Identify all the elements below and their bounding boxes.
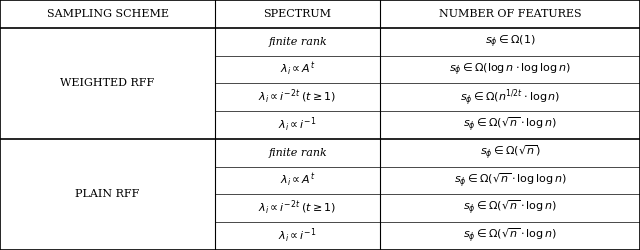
Text: $\lambda_i \propto i^{-2t}\; (t \geq 1)$: $\lambda_i \propto i^{-2t}\; (t \geq 1)$ xyxy=(259,199,337,218)
Text: $s_{\phi} \in \Omega(\sqrt{n} \cdot \log n)$: $s_{\phi} \in \Omega(\sqrt{n} \cdot \log… xyxy=(463,227,557,245)
Text: $\lambda_i \propto A^t$: $\lambda_i \propto A^t$ xyxy=(280,172,316,189)
Text: $\lambda_i \propto i^{-1}$: $\lambda_i \propto i^{-1}$ xyxy=(278,227,317,245)
Text: finite rank: finite rank xyxy=(268,37,327,47)
Text: $s_{\phi} \in \Omega(1)$: $s_{\phi} \in \Omega(1)$ xyxy=(484,34,536,50)
Text: WEIGHTED RFF: WEIGHTED RFF xyxy=(60,78,155,88)
Text: $s_{\phi} \in \Omega(n^{1/2t} \cdot \log n)$: $s_{\phi} \in \Omega(n^{1/2t} \cdot \log… xyxy=(460,87,560,108)
Text: SAMPLING SCHEME: SAMPLING SCHEME xyxy=(47,9,168,19)
Text: $\lambda_i \propto A^t$: $\lambda_i \propto A^t$ xyxy=(280,61,316,78)
Text: $s_{\phi} \in \Omega(\sqrt{n} \cdot \log \log n)$: $s_{\phi} \in \Omega(\sqrt{n} \cdot \log… xyxy=(454,172,566,190)
Text: PLAIN RFF: PLAIN RFF xyxy=(76,190,140,200)
Text: $\lambda_i \propto i^{-2t}\; (t \geq 1)$: $\lambda_i \propto i^{-2t}\; (t \geq 1)$ xyxy=(259,88,337,106)
Text: $s_{\phi} \in \Omega(\sqrt{n} \cdot \log n)$: $s_{\phi} \in \Omega(\sqrt{n} \cdot \log… xyxy=(463,116,557,134)
Text: NUMBER OF FEATURES: NUMBER OF FEATURES xyxy=(439,9,581,19)
Text: $s_{\phi} \in \Omega(\log n \cdot \log \log n)$: $s_{\phi} \in \Omega(\log n \cdot \log \… xyxy=(449,61,571,78)
Text: SPECTRUM: SPECTRUM xyxy=(264,9,332,19)
Text: $\lambda_i \propto i^{-1}$: $\lambda_i \propto i^{-1}$ xyxy=(278,116,317,134)
Text: $s_{\phi} \in \Omega(\sqrt{n} \cdot \log n)$: $s_{\phi} \in \Omega(\sqrt{n} \cdot \log… xyxy=(463,199,557,217)
Text: finite rank: finite rank xyxy=(268,148,327,158)
Text: $s_{\phi} \in \Omega(\sqrt{n})$: $s_{\phi} \in \Omega(\sqrt{n})$ xyxy=(480,144,540,162)
